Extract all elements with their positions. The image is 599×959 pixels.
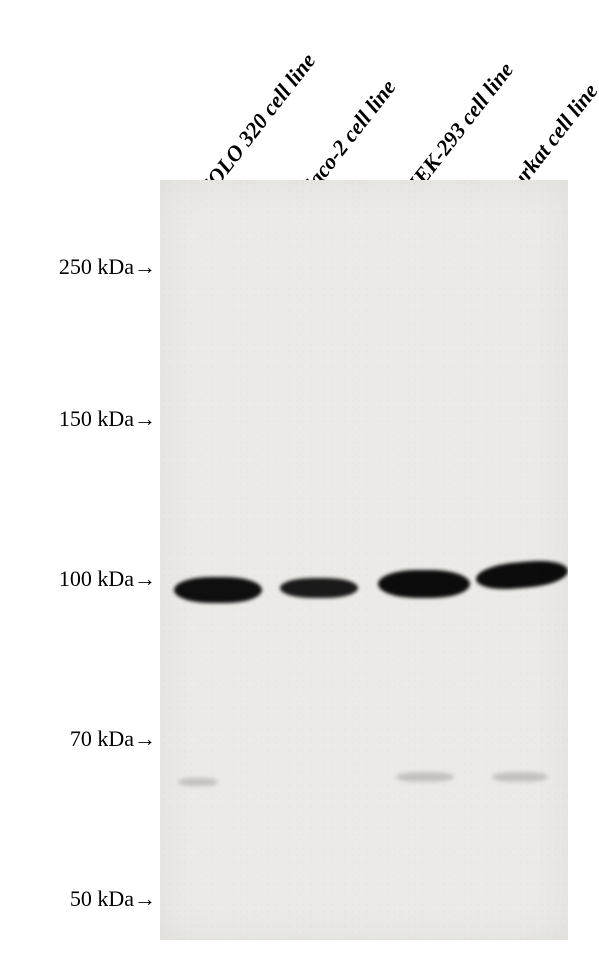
faint-band-2 <box>178 778 218 786</box>
band-lane-0 <box>174 577 262 603</box>
marker-label-4: 50 kDa→ <box>0 886 156 912</box>
marker-label-2: 100 kDa→ <box>0 566 156 592</box>
faint-band-0 <box>396 772 454 782</box>
marker-label-3: 70 kDa→ <box>0 726 156 752</box>
figure-container: COLO 320 cell line Caco-2 cell line HEK-… <box>0 0 599 959</box>
blot-background <box>160 180 568 940</box>
marker-label-0: 250 kDa→ <box>0 254 156 280</box>
lane-labels-group: COLO 320 cell line Caco-2 cell line HEK-… <box>0 0 599 180</box>
faint-band-1 <box>492 772 548 782</box>
band-lane-1 <box>280 578 358 598</box>
marker-label-1: 150 kDa→ <box>0 406 156 432</box>
western-blot-image: WWW.PTGLAB.COM <box>160 180 568 940</box>
band-lane-2 <box>378 570 470 598</box>
